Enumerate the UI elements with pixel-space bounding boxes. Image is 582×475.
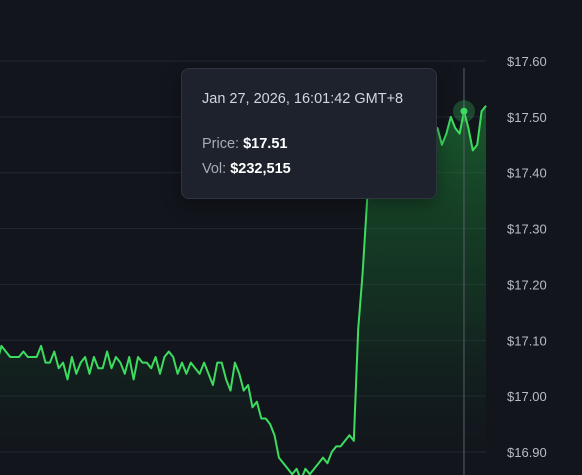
y-tick-label: $17.20 — [507, 277, 547, 292]
tooltip-vol-label: Vol: — [202, 161, 227, 177]
y-tick-label: $17.10 — [507, 333, 547, 348]
tooltip-date: Jan 27, 2026, 16:01:42 GMT+8 — [202, 91, 404, 107]
price-area — [0, 105, 486, 475]
y-axis: $17.60 $17.50 $17.40 $17.30 $17.20 $17.10 $17.… — [507, 54, 547, 460]
tooltip-price-label: Price: — [202, 136, 240, 152]
hover-point — [460, 107, 468, 115]
y-tick-label: $17.40 — [507, 166, 547, 181]
y-tick-label: $17.60 — [507, 54, 547, 69]
y-tick-label: $17.30 — [507, 222, 547, 237]
crosshair — [452, 68, 475, 475]
y-tick-label: $16.90 — [507, 445, 547, 460]
y-tick-label: $17.00 — [507, 389, 547, 404]
price-area-fill — [0, 105, 486, 475]
y-tick-label: $17.50 — [507, 110, 547, 125]
tooltip-price-row: Price: $17.51 — [202, 136, 287, 152]
price-tooltip: Jan 27, 2026, 16:01:42 GMT+8 Price: $17.… — [181, 68, 437, 199]
tooltip-vol-value: $232,515 — [230, 161, 291, 177]
tooltip-price-value: $17.51 — [243, 136, 288, 152]
tooltip-vol-row: Vol: $232,515 — [202, 161, 291, 177]
